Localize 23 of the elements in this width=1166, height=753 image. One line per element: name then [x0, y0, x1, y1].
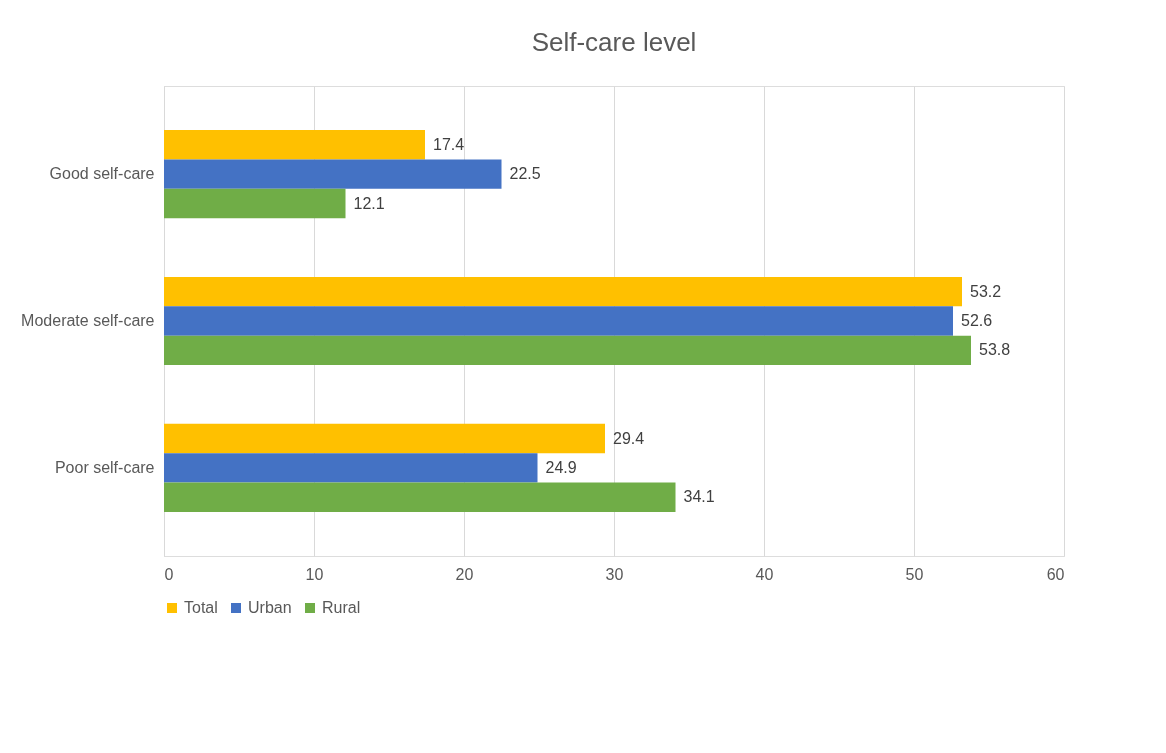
x-tick-label: 20	[455, 565, 474, 583]
chart-title: Self-care level	[531, 27, 697, 57]
x-tick-label: 10	[305, 565, 324, 583]
legend-label: Rural	[322, 599, 361, 616]
data-label: 12.1	[353, 194, 385, 212]
y-tick-label: Poor self-care	[54, 458, 155, 476]
x-tick-label: 30	[605, 565, 624, 583]
y-tick-label: Good self-care	[49, 165, 155, 183]
data-label: 52.6	[961, 312, 993, 329]
y-tick-label: Moderate self-care	[21, 312, 155, 329]
data-label: 17.4	[433, 135, 465, 153]
x-tick-label: 40	[755, 565, 774, 583]
data-label: 53.2	[970, 282, 1002, 300]
data-label: 29.4	[613, 429, 645, 447]
legend-label: Urban	[248, 599, 292, 616]
x-tick-label: 0	[164, 565, 174, 583]
x-tick-label: 60	[1046, 565, 1065, 583]
data-label: 34.1	[683, 488, 715, 506]
data-label: 53.8	[979, 341, 1011, 359]
data-label: 24.9	[545, 458, 577, 476]
data-label: 22.5	[509, 165, 541, 183]
x-tick-label: 50	[905, 565, 924, 583]
legend-label: Total	[184, 599, 218, 616]
